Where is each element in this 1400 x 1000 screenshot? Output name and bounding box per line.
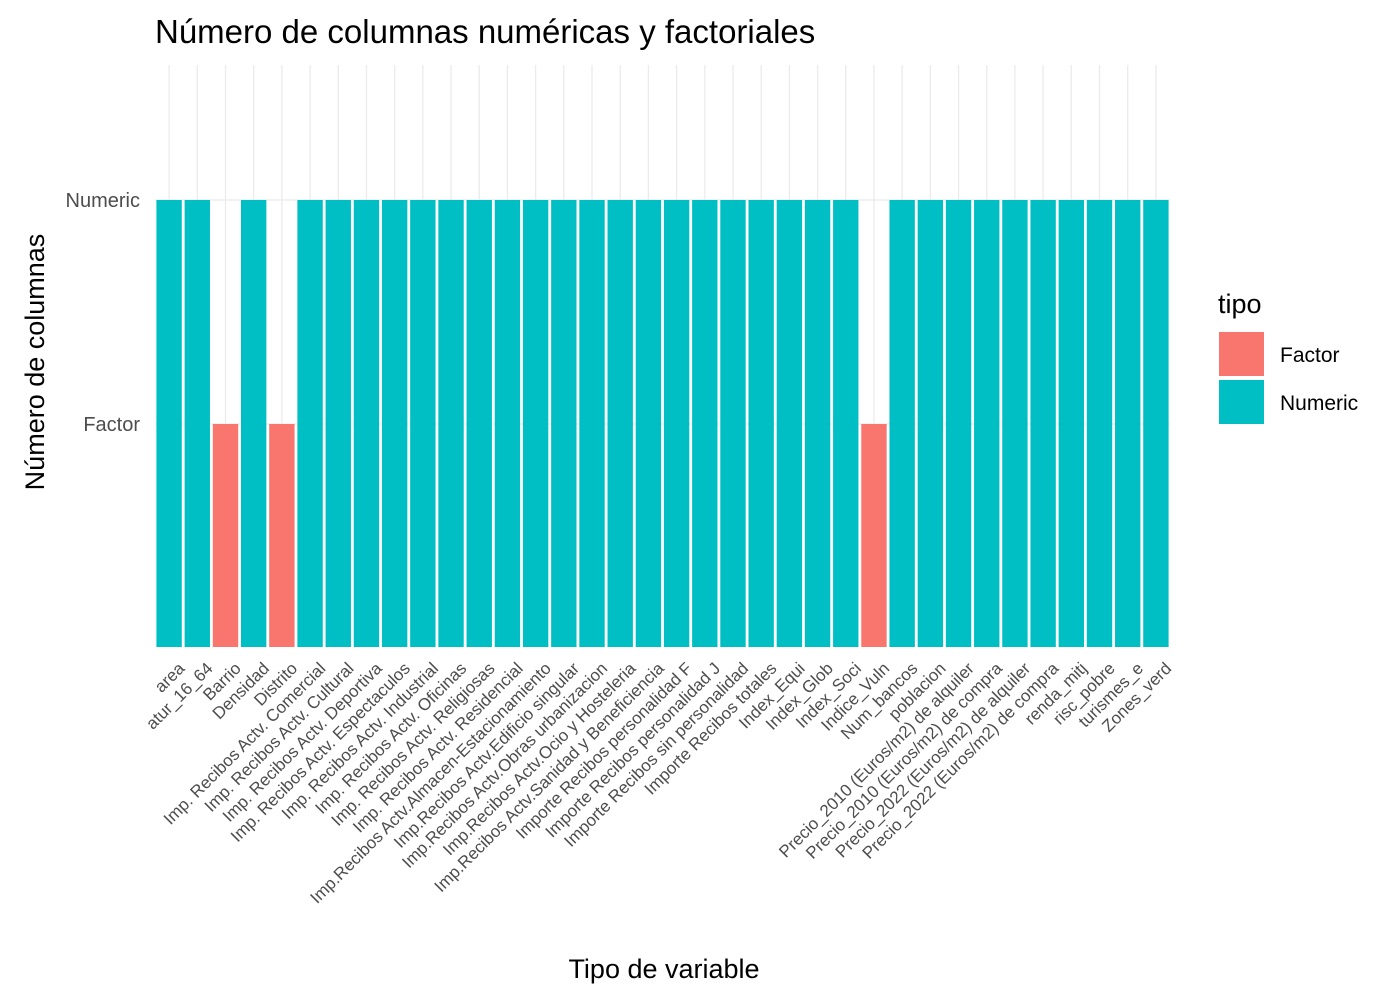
legend-swatch (1219, 332, 1264, 376)
bar (635, 200, 662, 647)
x-axis-label: Tipo de variable (568, 954, 759, 984)
bar (748, 200, 774, 647)
bar (410, 200, 436, 647)
bar (212, 424, 239, 647)
bar (1115, 200, 1141, 647)
legend: tipo Factor Numeric (1218, 289, 1358, 424)
bar (466, 200, 492, 647)
legend-entries: Factor Numeric (1219, 332, 1358, 424)
legend-label: Numeric (1280, 392, 1358, 415)
bar (776, 200, 803, 647)
legend-title: tipo (1218, 289, 1262, 319)
bar (917, 200, 944, 647)
bar (353, 200, 380, 647)
bar (579, 200, 605, 647)
legend-label: Factor (1280, 344, 1340, 367)
bar (381, 200, 408, 647)
bar (861, 424, 887, 647)
y-tick-label: Factor (83, 414, 140, 436)
legend-swatch (1219, 380, 1264, 424)
bar (156, 200, 182, 647)
y-axis-label: Número de columnas (20, 234, 50, 491)
bar (889, 200, 915, 647)
chart-title: Número de columnas numéricas y factorial… (155, 13, 815, 50)
bar (551, 200, 577, 647)
bar (494, 200, 521, 647)
bar (720, 200, 746, 647)
bar (1030, 200, 1056, 647)
bar (804, 200, 831, 647)
y-tick-label: Numeric (66, 190, 140, 212)
bar (522, 200, 549, 647)
bar (974, 200, 1000, 647)
bar (297, 200, 323, 647)
bar (945, 200, 972, 647)
y-tick-labels: Factor Numeric (66, 190, 141, 436)
bar (1002, 200, 1028, 647)
bar (269, 424, 295, 647)
bar (607, 200, 633, 647)
bar (240, 200, 267, 647)
x-tick-labels: areaatur_16_64BarrioDensidadDistritoImp.… (142, 658, 1175, 907)
bar (1086, 200, 1113, 647)
bar (325, 200, 351, 647)
bar (663, 200, 690, 647)
bar (1058, 200, 1085, 647)
bars (156, 200, 1169, 647)
bar (1143, 200, 1169, 647)
bar (438, 200, 464, 647)
bar (184, 200, 210, 647)
bar (692, 200, 718, 647)
bar (833, 200, 859, 647)
